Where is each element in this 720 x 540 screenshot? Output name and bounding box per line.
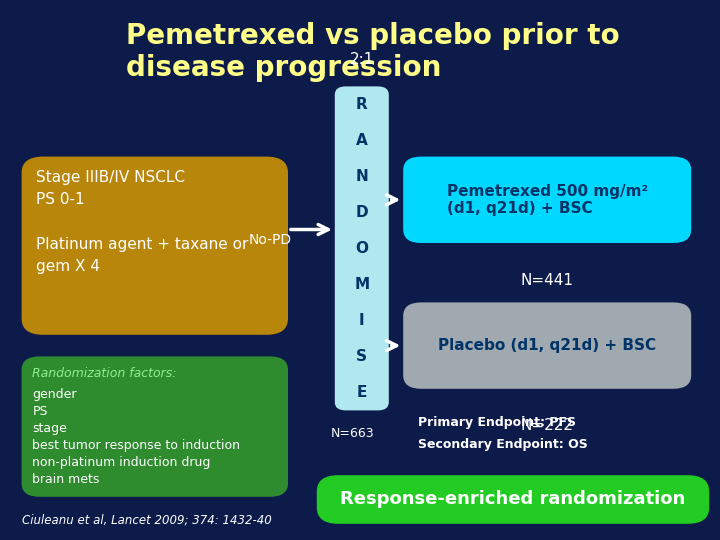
FancyBboxPatch shape xyxy=(22,356,288,497)
Text: A: A xyxy=(356,133,368,148)
Text: S: S xyxy=(356,349,367,364)
Text: O: O xyxy=(355,241,369,256)
Text: E: E xyxy=(356,385,367,400)
Text: Response-enriched randomization: Response-enriched randomization xyxy=(341,490,685,509)
Text: N: N xyxy=(356,169,368,184)
Text: M: M xyxy=(354,277,369,292)
FancyBboxPatch shape xyxy=(317,475,709,524)
FancyBboxPatch shape xyxy=(335,86,389,410)
Text: Secondary Endpoint: OS: Secondary Endpoint: OS xyxy=(418,438,588,451)
Text: D: D xyxy=(356,205,368,220)
Text: No-PD: No-PD xyxy=(248,233,292,247)
Text: Randomization factors:: Randomization factors: xyxy=(32,367,177,380)
Text: Ciuleanu et al, Lancet 2009; 374: 1432-40: Ciuleanu et al, Lancet 2009; 374: 1432-4… xyxy=(22,514,271,526)
Text: I: I xyxy=(359,313,364,328)
Text: Pemetrexed vs placebo prior to
disease progression: Pemetrexed vs placebo prior to disease p… xyxy=(126,22,620,82)
FancyBboxPatch shape xyxy=(403,157,691,243)
Text: Placebo (d1, q21d) + BSC: Placebo (d1, q21d) + BSC xyxy=(438,338,656,353)
Text: Stage IIIB/IV NSCLC
PS 0-1

Platinum agent + taxane or
gem X 4: Stage IIIB/IV NSCLC PS 0-1 Platinum agen… xyxy=(36,170,248,274)
Text: gender
PS
stage
best tumor response to induction
non-platinum induction drug
bra: gender PS stage best tumor response to i… xyxy=(32,388,240,485)
Text: N=222: N=222 xyxy=(521,418,574,434)
FancyBboxPatch shape xyxy=(403,302,691,389)
Text: N=663: N=663 xyxy=(331,427,374,440)
Text: 2:1: 2:1 xyxy=(350,52,374,68)
FancyBboxPatch shape xyxy=(22,157,288,335)
Text: N=441: N=441 xyxy=(521,273,574,288)
Text: Pemetrexed 500 mg/m²
(d1, q21d) + BSC: Pemetrexed 500 mg/m² (d1, q21d) + BSC xyxy=(446,184,648,216)
Text: R: R xyxy=(356,97,368,112)
Text: Primary Endpoint: PFS: Primary Endpoint: PFS xyxy=(418,416,575,429)
